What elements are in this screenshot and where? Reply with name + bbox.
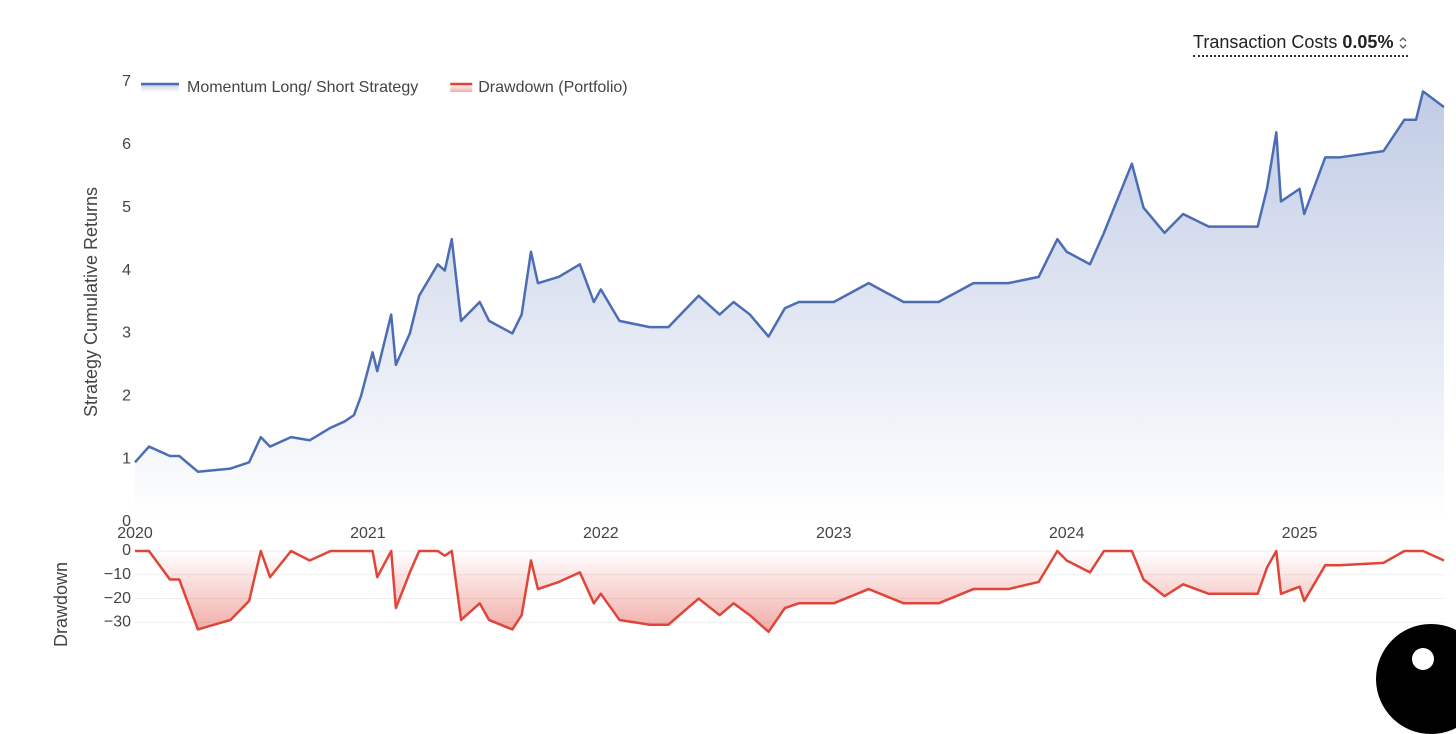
y-axis-label: Strategy Cumulative Returns — [81, 187, 101, 417]
y-tick-label: 4 — [122, 262, 131, 279]
x-tick-label: 2020 — [117, 525, 153, 542]
series-line — [134, 90, 1445, 473]
select-icon — [1400, 37, 1407, 50]
x-tick-label: 2021 — [350, 525, 386, 542]
x-tick-label: 2022 — [583, 525, 619, 542]
legend-swatch-fill — [450, 84, 473, 92]
y-tick-label: −10 — [104, 566, 131, 583]
y-tick-label: −20 — [104, 590, 131, 607]
x-tick-label: 2024 — [1049, 525, 1085, 542]
control-value: 0.05% — [1342, 32, 1394, 52]
y-tick-label: 2 — [122, 388, 131, 405]
y-tick-label: −30 — [104, 614, 131, 631]
y-tick-label: 5 — [122, 199, 131, 216]
page: {"controls": {"label": "Transaction Cost… — [50, 32, 1456, 734]
y-tick-label: 3 — [122, 325, 131, 342]
legend-label: Drawdown (Portfolio) — [478, 79, 627, 96]
area — [135, 551, 1444, 632]
x-tick-label: 2025 — [1282, 525, 1318, 542]
y-tick-label: 7 — [122, 73, 131, 90]
y-tick-label: 6 — [122, 136, 131, 153]
y-tick-label: 1 — [122, 450, 131, 467]
y-tick-label: 0 — [122, 513, 131, 530]
control-label: Transaction Costs — [1193, 32, 1338, 52]
legend-swatch-fill — [141, 84, 179, 92]
series-line — [135, 549, 1445, 634]
chart: 0 1 2 3 4 5 6 7 2020 2021 2022 2023 2024 2025 Strategy… — [51, 73, 1445, 647]
y-axis-label: Drawdown — [51, 562, 71, 647]
y-tick-label: 0 — [122, 542, 131, 559]
legend-label: Momentum Long/ Short Strategy — [187, 79, 418, 96]
transaction-costs-control[interactable]: Transaction Costs 0.05% — [1193, 32, 1409, 57]
x-tick-label: 2023 — [816, 525, 852, 542]
